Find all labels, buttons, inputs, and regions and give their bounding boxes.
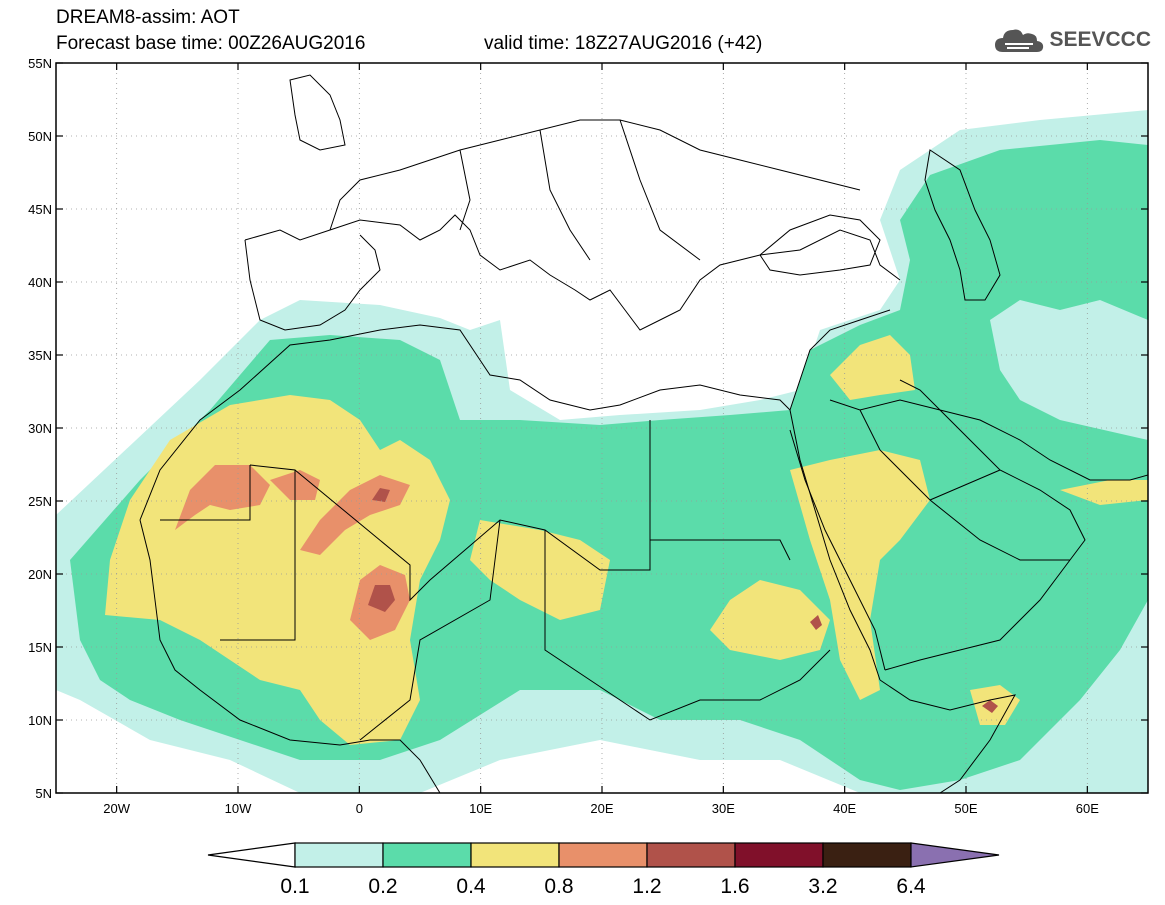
lat-label: 45N — [28, 202, 52, 217]
lon-label: 60E — [1076, 801, 1099, 816]
coastline-west-africa — [139, 519, 441, 793]
lat-label: 5N — [35, 786, 52, 801]
logo-text: SEEVCCC — [1049, 28, 1151, 51]
lat-label: 20N — [28, 567, 52, 582]
forecast-base-time: Forecast base time: 00Z26AUG2016 — [56, 33, 366, 54]
borders-africa — [160, 420, 831, 741]
colorbar-label: 3.2 — [808, 875, 837, 898]
valid-time: valid time: 18Z27AUG2016 (+42) — [484, 33, 763, 54]
lon-label: 10W — [225, 801, 252, 816]
aot-contour-0.4-sudan — [710, 580, 830, 660]
lon-label: 20E — [590, 801, 613, 816]
colorbar-label: 1.2 — [632, 875, 661, 898]
aot-contour-1.2-mali — [372, 488, 390, 502]
time-line: Forecast base time: 00Z26AUG2016 valid ti… — [56, 33, 762, 54]
lon-label: 40E — [833, 801, 856, 816]
lon-label: 20W — [103, 801, 130, 816]
aot-contour-0.4-gulf — [1060, 480, 1148, 505]
colorbar-label: 0.8 — [544, 875, 573, 898]
axis-ticks — [56, 62, 1148, 794]
latitude-labels: 55N 50N 45N 40N 35N 30N 25N 20N 15N 10N 5N — [28, 56, 52, 801]
colorbar-labels: 0.1 0.2 0.4 0.8 1.2 1.6 3.2 6.4 — [280, 875, 926, 898]
coastline-persian-gulf — [939, 409, 1148, 481]
colorbar-under-triangle — [207, 842, 296, 868]
coastline-black-sea — [759, 214, 881, 276]
aot-contour-0.8-westernsahara — [175, 465, 270, 530]
colorbar-swatch — [734, 842, 824, 868]
longitude-labels: 20W 10W 0 10E 20E 30E 40E 50E 60E — [103, 801, 1099, 816]
aot-contour-0.4-center — [470, 520, 610, 620]
aot-contour-0.4-west — [105, 395, 450, 745]
colorbar-swatch — [822, 842, 912, 868]
lat-label: 55N — [28, 56, 52, 71]
colorbar-label: 0.1 — [280, 875, 309, 898]
coastline-arabia — [884, 379, 1086, 671]
coastline-red-sea-west — [789, 409, 881, 681]
colorbar-swatch — [558, 842, 648, 868]
lat-label: 30N — [28, 421, 52, 436]
colorbar-swatch — [294, 842, 384, 868]
aot-contour-1.2-niger — [368, 585, 395, 612]
coastline-britain — [289, 74, 346, 151]
lat-label: 15N — [28, 640, 52, 655]
lat-label: 35N — [28, 348, 52, 363]
coastline-iberia — [244, 234, 381, 331]
colorbar — [207, 842, 1000, 868]
coastlines-borders — [139, 74, 1148, 793]
seevccc-logo: SEEVCCC — [993, 24, 1151, 56]
lat-label: 40N — [28, 275, 52, 290]
lat-label: 25N — [28, 494, 52, 509]
colorbar-swatch — [382, 842, 472, 868]
colorbar-swatch — [470, 842, 560, 868]
colorbar-label: 0.2 — [368, 875, 397, 898]
coastline-north-africa — [139, 324, 791, 521]
map-title: DREAM8-assim: AOT — [56, 7, 240, 28]
lat-label: 50N — [28, 129, 52, 144]
borders-middle-east — [829, 399, 1070, 561]
colorbar-label: 1.6 — [720, 875, 749, 898]
coastline-horn-of-africa — [879, 679, 1016, 793]
colorbar-label: 0.4 — [456, 875, 486, 898]
aot-contour-0.4-arabia — [790, 450, 930, 700]
coastline-caspian — [924, 149, 1001, 301]
coastline-europe — [244, 214, 901, 331]
aot-contour-1.2-ethiopia — [810, 615, 822, 630]
borders-europe — [329, 119, 861, 261]
colorbar-label: 6.4 — [896, 875, 926, 898]
cloud-icon — [995, 29, 1044, 52]
lat-label: 10N — [28, 713, 52, 728]
lon-label: 10E — [469, 801, 492, 816]
lon-label: 30E — [712, 801, 735, 816]
aot-contour-0.4-iraq — [830, 335, 915, 400]
graticule — [56, 63, 1148, 793]
colorbar-swatch — [646, 842, 736, 868]
lon-label: 0 — [356, 801, 363, 816]
aot-contour-1.2-somalia — [982, 700, 998, 713]
coastline-eastern-med — [789, 309, 891, 411]
colorbar-over-triangle — [910, 842, 1000, 868]
coastline-red-sea-east — [789, 429, 886, 671]
lon-label: 50E — [954, 801, 977, 816]
